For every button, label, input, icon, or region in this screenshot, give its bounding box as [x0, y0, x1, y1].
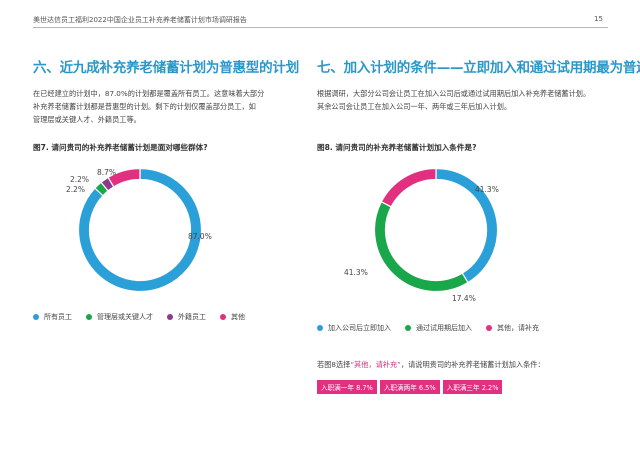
page-number: 15 — [594, 15, 603, 23]
tag-two-years: 入职满两年 6.5% — [379, 380, 440, 394]
section-7-paragraph: 根据调研，大部分公司会让员工在加入公司后或通过试用期后加入补充养老储蓄计划。 其… — [317, 87, 612, 113]
figure-7-legend: 所有员工 管理层或关键人才 外籍员工 其他 — [33, 312, 259, 322]
paragraph-line: 根据调研，大部分公司会让员工在加入公司后或通过试用期后加入补充养老储蓄计划。 — [317, 89, 591, 98]
note-highlight: “其他，请补充” — [350, 360, 401, 369]
figure-8-note: 若图8选择“其他，请补充”，请说明贵司的补充养老储蓄计划加入条件： — [317, 360, 545, 370]
note-suffix: ，请说明贵司的补充养老储蓄计划加入条件： — [400, 360, 545, 369]
legend-item: 外籍员工 — [167, 312, 206, 322]
legend-label: 外籍员工 — [178, 313, 206, 321]
legend-dot-icon — [317, 325, 323, 331]
legend-dot-icon — [33, 314, 39, 320]
legend-label: 通过试用期后加入 — [416, 324, 472, 332]
paragraph-line: 管理层或关键人才、外籍员工等。 — [33, 115, 141, 124]
donut-slice-2 — [373, 200, 469, 293]
report-header: 美世达信员工福利2022中国企业员工补充养老储蓄计划市场调研报告 — [33, 16, 247, 24]
legend-label: 其他 — [231, 313, 245, 321]
paragraph-line: 其余公司会让员工在加入公司一年、两年或三年后加入计划。 — [317, 102, 512, 111]
legend-label: 所有员工 — [44, 313, 72, 321]
figure-8-title: 图8. 请问贵司的补充养老储蓄计划加入条件是? — [317, 143, 477, 152]
tag-one-year: 入职满一年 8.7% — [317, 380, 377, 394]
slice-label-after-probation: 41.3% — [344, 268, 368, 277]
legend-label: 管理层或关键人才 — [97, 313, 153, 321]
header-divider — [33, 27, 608, 28]
legend-dot-icon — [486, 325, 492, 331]
join-condition-tags: 入职满一年 8.7% 入职满两年 6.5% 入职满三年 2.2% — [317, 380, 505, 394]
donut-slice-4 — [107, 167, 141, 188]
legend-dot-icon — [405, 325, 411, 331]
section-6-paragraph: 在已经建立的计划中，87.0%的计划都是覆盖所有员工。这意味着大部分 补充养老储… — [33, 87, 295, 126]
legend-dot-icon — [220, 314, 226, 320]
slice-label-management: 2.2% — [66, 185, 86, 194]
legend-item: 其他 — [220, 312, 245, 322]
legend-item: 通过试用期后加入 — [405, 323, 472, 333]
figure-8-legend: 加入公司后立即加入 通过试用期后加入 其他，请补充 — [317, 323, 553, 333]
paragraph-line: 补充养老储蓄计划都是普惠型的计划。剩下的计划仅覆盖部分员工，如 — [33, 102, 256, 111]
slice-label-expat: 2.2% — [70, 175, 90, 184]
slice-label-other: 17.4% — [452, 294, 476, 303]
section-6-title: 六、近九成补充养老储蓄计划为普惠型的计划 — [33, 60, 299, 76]
slice-label-join-immediately: 41.3% — [475, 185, 499, 194]
legend-item: 所有员工 — [33, 312, 72, 322]
legend-dot-icon — [167, 314, 173, 320]
figure-7-title: 图7. 请问贵司的补充养老储蓄计划是面对哪些群体? — [33, 143, 208, 152]
figure-7-donut-chart — [77, 167, 203, 293]
legend-item: 管理层或关键人才 — [86, 312, 153, 322]
paragraph-line: 在已经建立的计划中，87.0%的计划都是覆盖所有员工。这意味着大部分 — [33, 89, 265, 98]
legend-label: 加入公司后立即加入 — [328, 324, 391, 332]
legend-dot-icon — [86, 314, 92, 320]
legend-label: 其他，请补充 — [497, 324, 539, 332]
slice-label-all-employees: 87.0% — [188, 232, 212, 241]
tag-three-years: 入职满三年 2.2% — [442, 380, 503, 394]
legend-item: 加入公司后立即加入 — [317, 323, 391, 333]
donut-slice-1 — [77, 167, 203, 293]
section-7-title: 七、加入计划的条件——立即加入和通过试用期最为普遍 — [317, 60, 640, 76]
slice-label-other: 8.7% — [97, 168, 117, 177]
donut-slice-3 — [380, 167, 437, 208]
note-prefix: 若图8选择 — [317, 360, 351, 369]
figure-8-donut-chart — [373, 167, 499, 293]
legend-item: 其他，请补充 — [486, 323, 539, 333]
